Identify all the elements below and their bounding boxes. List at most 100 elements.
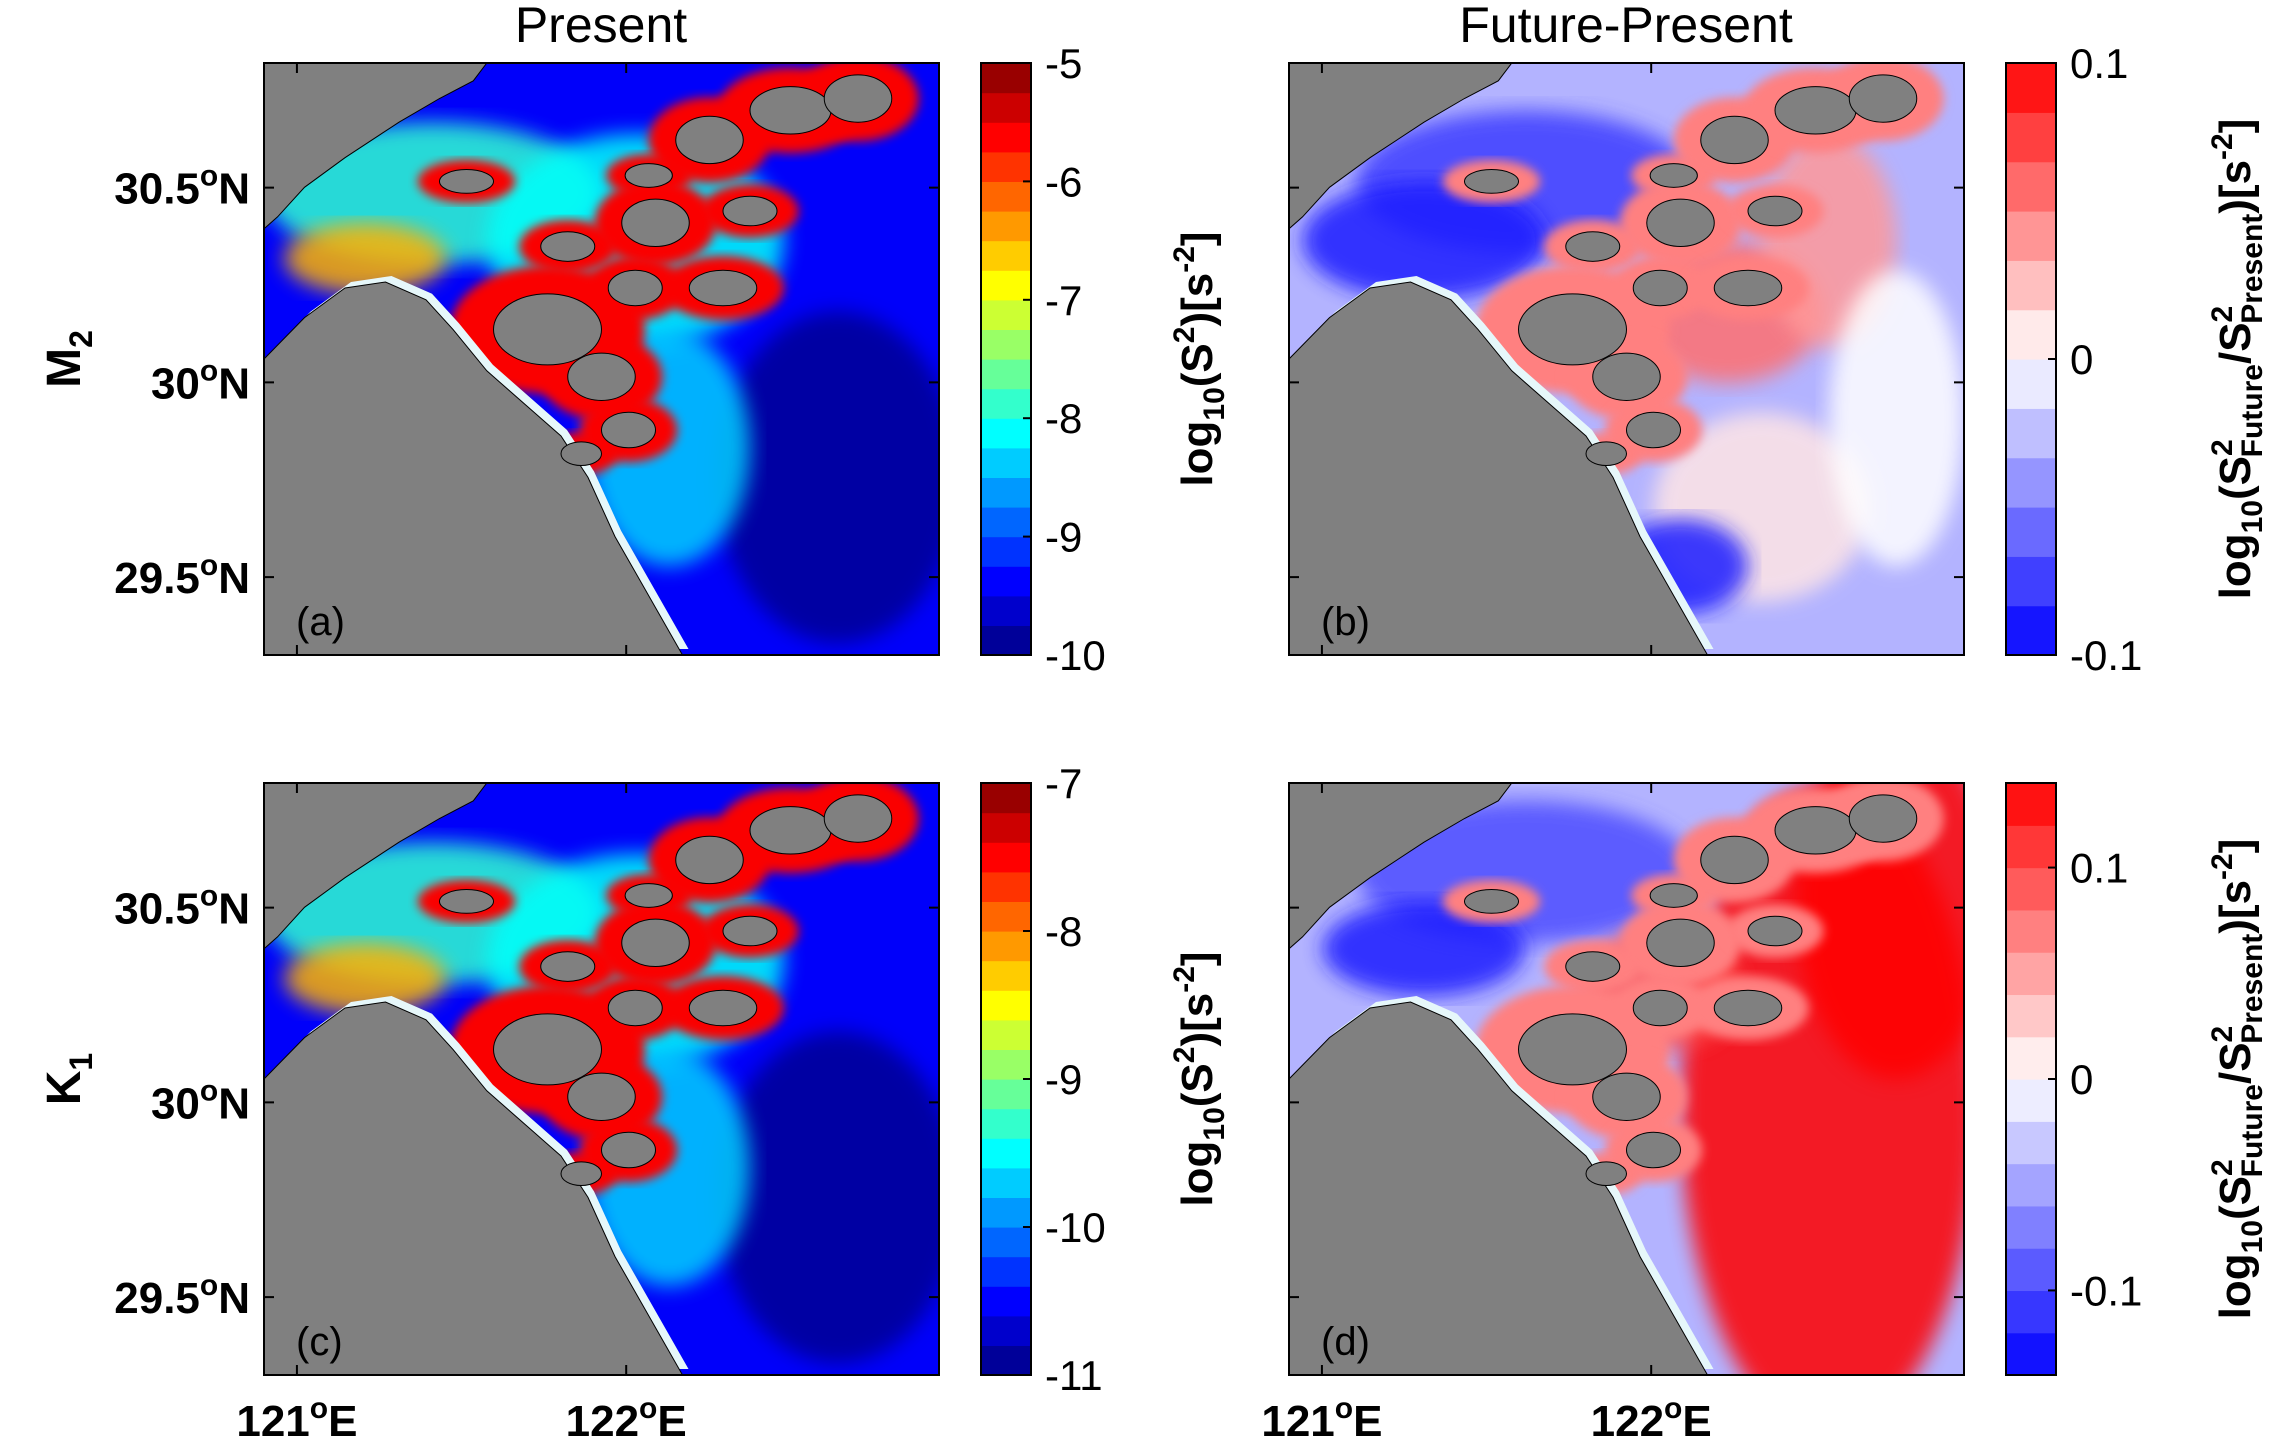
panel-d-island — [1626, 1131, 1681, 1169]
panel-d-frame — [1288, 782, 1965, 1376]
colorbar-level — [2006, 1163, 2056, 1207]
latitude-labels-bottom: 30.5oN 30oN 29.5oN — [114, 880, 250, 1323]
colorbar-b-label: log10(S2Future/S2Present)[s-2] — [2206, 119, 2269, 600]
panel-d-island — [1565, 951, 1621, 982]
panel-c-island — [567, 1072, 636, 1121]
colorbar-level — [2006, 1121, 2056, 1165]
panel-c-island — [823, 794, 893, 843]
colorbar-level — [981, 871, 1031, 902]
colorbar-level — [981, 1167, 1031, 1198]
colorbar-level — [981, 418, 1031, 449]
colorbar-c: -7 -8 -9 -10 -11 — [980, 760, 1106, 1399]
panel-a-island — [560, 441, 602, 467]
colorbar-b: 0.1 0 -0.1 — [2005, 40, 2142, 679]
colorbar-tick-label: -7 — [1045, 277, 1082, 324]
colorbar-level — [2006, 825, 2056, 869]
colorbar-level — [2006, 1205, 2056, 1249]
panel-b-field — [1829, 270, 1964, 567]
colorbar-level — [2006, 112, 2056, 163]
panel-b-island — [1747, 195, 1803, 227]
panel-a-island — [722, 195, 778, 227]
panel-a-island — [823, 74, 893, 123]
panel-a-island — [493, 293, 602, 366]
latitude-label: 29.5oN — [114, 1269, 250, 1323]
panel-d-island — [1518, 1013, 1627, 1086]
colorbar-level — [981, 1286, 1031, 1317]
panel-d-island — [1592, 1072, 1661, 1121]
panel-c-frame — [263, 782, 940, 1376]
colorbar-level — [981, 1197, 1031, 1228]
colorbar-level — [981, 1345, 1031, 1376]
colorbar-level — [2006, 1079, 2056, 1122]
latitude-label: 29.5oN — [114, 549, 250, 603]
colorbar-a: -5 -6 -7 -8 -9 -10 — [980, 40, 1106, 679]
panel-b-field — [1302, 181, 1546, 300]
colorbar-tick-label: -6 — [1045, 158, 1082, 205]
colorbar-tick-label: 0.1 — [2070, 845, 2128, 892]
panel-d-island — [1713, 989, 1783, 1027]
panel-b-island — [1464, 169, 1519, 194]
panel-b-island — [1518, 293, 1627, 366]
panel-c-field — [284, 942, 447, 1014]
latitude-labels-top: 30.5oN 30oN 29.5oN — [114, 160, 250, 603]
panel-b-m2-future-present — [1289, 63, 1964, 655]
colorbar-level — [981, 507, 1031, 538]
panel-b-island — [1848, 74, 1918, 123]
panel-c-mainland — [264, 783, 939, 1375]
colorbar-tick-label: 0.1 — [2070, 40, 2128, 87]
colorbar-level — [2006, 909, 2056, 953]
panel-c-ticks — [264, 783, 939, 1375]
colorbar-level — [2006, 359, 2056, 409]
colorbar-level — [981, 1049, 1031, 1080]
longitude-label: 122oE — [1591, 1392, 1712, 1446]
panel-a-mainland — [264, 63, 939, 655]
longitude-labels-left: 121oE 122oE — [236, 1392, 686, 1446]
colorbar-a-label: log10(S2)[s-2] — [1168, 231, 1231, 486]
panel-c-field — [716, 1031, 939, 1364]
panel-b-ticks — [1289, 63, 1964, 655]
colorbar-tick-label: -9 — [1045, 1056, 1082, 1103]
panel-c-island — [607, 989, 663, 1027]
colorbar-level — [2006, 556, 2056, 607]
panel-d-k1-future-present — [1289, 783, 1964, 1375]
colorbar-level — [981, 1256, 1031, 1287]
panel-b-north-land — [1289, 63, 1513, 230]
panel-b-mainland — [1289, 63, 1964, 655]
colorbar-level — [981, 1138, 1031, 1169]
colorbar-level — [981, 1108, 1031, 1139]
row-label-k1: K1 — [38, 1053, 99, 1105]
colorbar-level — [981, 151, 1031, 182]
panel-label-d: (d) — [1321, 1320, 1370, 1364]
colorbar-level — [981, 122, 1031, 153]
colorbar-level — [2006, 867, 2056, 911]
colorbar-level — [2006, 309, 2056, 360]
row-label-m2: M2 — [38, 330, 99, 388]
panel-c-island — [749, 806, 832, 855]
panel-d-island — [1632, 989, 1688, 1027]
panel-b-island — [1626, 411, 1681, 449]
colorbar-tick-label: -5 — [1045, 40, 1082, 87]
colorbar-level — [2006, 507, 2056, 557]
colorbar-tick-label: -8 — [1045, 908, 1082, 955]
panel-a-m2-present — [264, 63, 939, 655]
colorbar-level — [981, 1019, 1031, 1050]
panel-c-island — [621, 918, 690, 968]
colorbar-level — [2006, 457, 2056, 508]
panel-d-mainland — [1289, 783, 1964, 1375]
colorbar-level — [2006, 211, 2056, 261]
colorbar-level — [981, 990, 1031, 1021]
panel-d-island — [1646, 918, 1715, 968]
panel-c-island — [688, 989, 758, 1027]
latitude-label: 30.5oN — [114, 160, 250, 214]
panel-d-island — [1747, 915, 1803, 947]
colorbar-level — [981, 595, 1031, 626]
panel-c-north-land — [264, 783, 488, 950]
colorbar-level — [981, 901, 1031, 932]
colorbar-level — [2006, 408, 2056, 459]
panel-c-island — [439, 889, 494, 914]
panel-a-north-land — [264, 63, 488, 230]
colorbar-level — [2006, 1332, 2056, 1376]
panel-b-island — [1713, 269, 1783, 307]
longitude-labels-right: 121oE 122oE — [1261, 1392, 1711, 1446]
